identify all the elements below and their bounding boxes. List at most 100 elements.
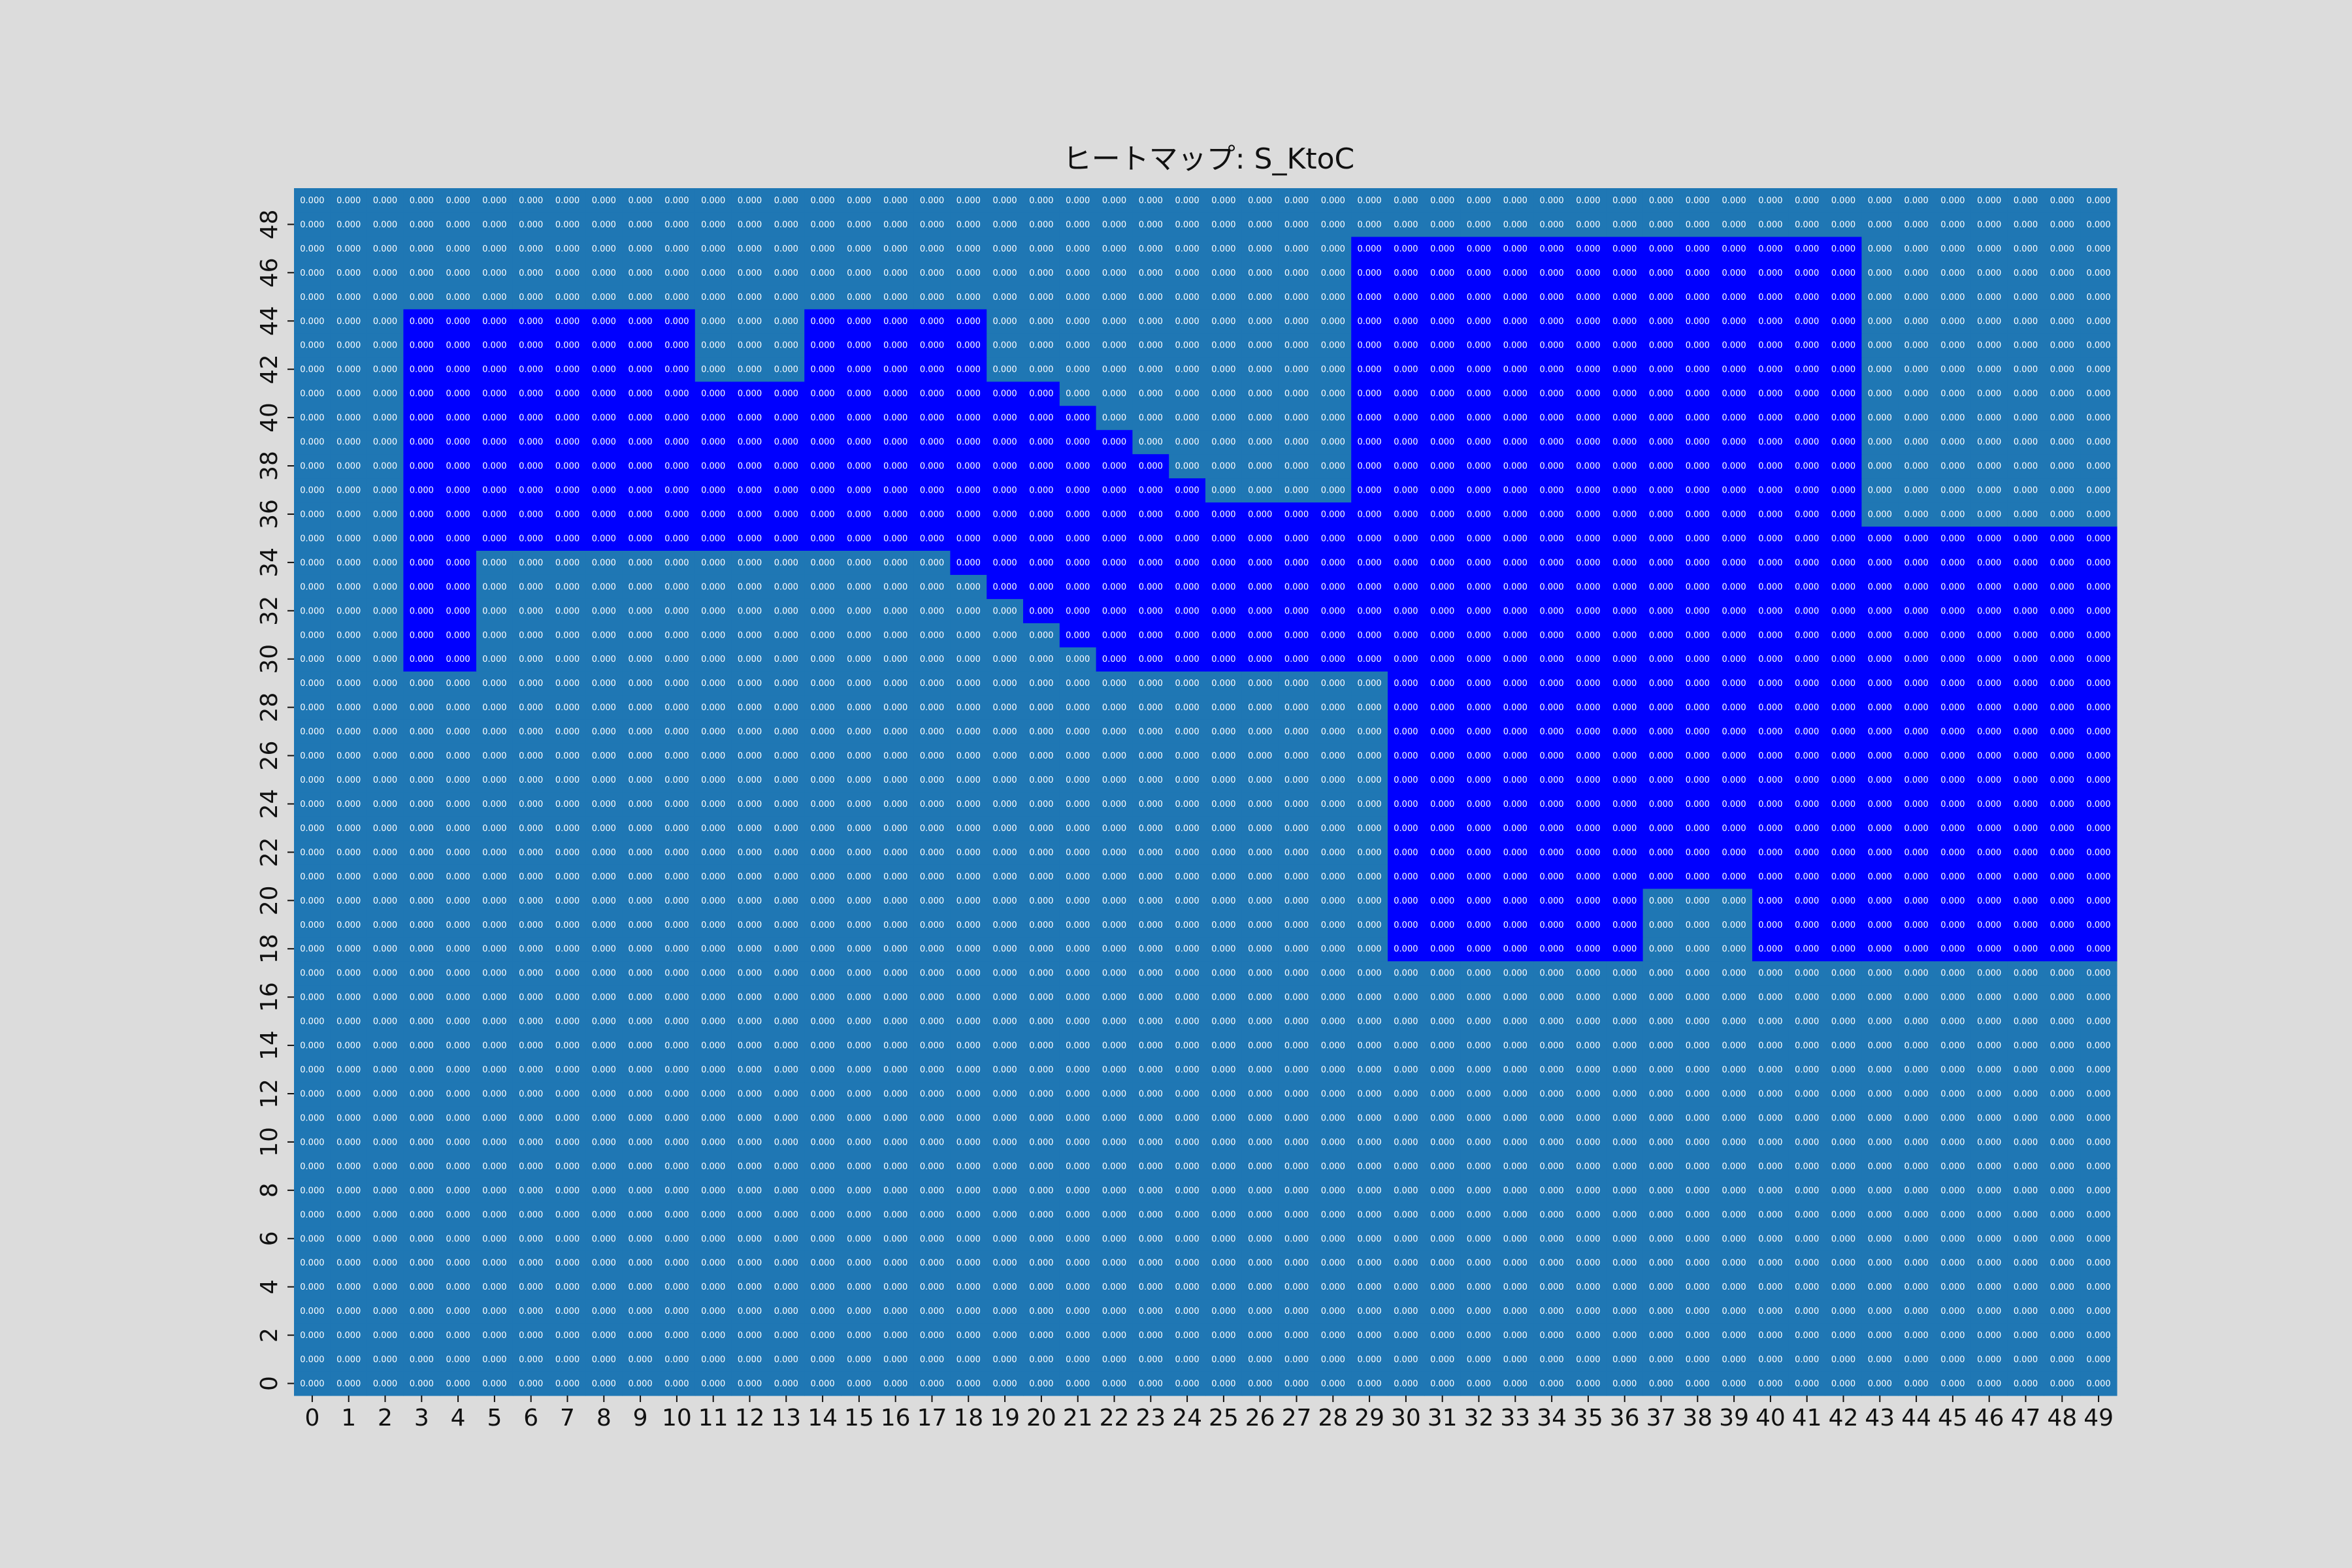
heatmap-cell — [694, 1275, 732, 1299]
heatmap-cell — [1570, 1033, 1607, 1058]
heatmap-cell-label: 0.000 — [738, 389, 762, 399]
heatmap-cell-label: 0.000 — [1686, 1066, 1710, 1075]
heatmap-cell — [1716, 1299, 1753, 1324]
heatmap-cell-label: 0.000 — [1686, 389, 1710, 399]
heatmap-cell-label: 0.000 — [810, 462, 834, 472]
heatmap-cell-label: 0.000 — [410, 486, 434, 496]
heatmap-cell — [1059, 1202, 1097, 1227]
heatmap-cell-label: 0.000 — [482, 993, 506, 1003]
heatmap-cell — [1898, 1371, 1935, 1396]
heatmap-cell-label: 0.000 — [1029, 776, 1053, 785]
heatmap-cell-label: 0.000 — [992, 679, 1017, 689]
heatmap-cell — [841, 1178, 878, 1203]
heatmap-cell-label: 0.000 — [701, 945, 725, 955]
heatmap-cell-label: 0.000 — [1649, 751, 1673, 761]
heatmap-cell-label: 0.000 — [956, 582, 981, 592]
heatmap-cell-label: 0.000 — [628, 1307, 652, 1316]
heatmap-cell — [1825, 1057, 1862, 1083]
heatmap-cell-label: 0.000 — [336, 1307, 361, 1316]
heatmap-cell-label: 0.000 — [1686, 341, 1710, 351]
heatmap-cell-label: 0.000 — [2014, 1355, 2038, 1365]
heatmap-cell-label: 0.000 — [1139, 751, 1163, 761]
heatmap-cell — [1716, 1033, 1753, 1058]
heatmap-cell-label: 0.000 — [1977, 1210, 2001, 1220]
heatmap-cell-label: 0.000 — [1539, 655, 1563, 664]
heatmap-cell — [1788, 1299, 1826, 1324]
heatmap-cell — [2044, 1081, 2081, 1107]
heatmap-cell-label: 0.000 — [555, 848, 580, 858]
heatmap-cell-label: 0.000 — [1831, 414, 1855, 423]
heatmap-cell-label: 0.000 — [1357, 1331, 1381, 1341]
heatmap-cell-label: 0.000 — [1284, 1355, 1309, 1365]
heatmap-cell-label: 0.000 — [992, 1258, 1017, 1268]
heatmap-cell-label: 0.000 — [373, 389, 397, 399]
heatmap-cell — [659, 1130, 696, 1154]
heatmap-cell-label: 0.000 — [1211, 365, 1235, 375]
heatmap-cell-label: 0.000 — [1211, 582, 1235, 592]
heatmap-cell-label: 0.000 — [992, 1066, 1017, 1075]
heatmap-cell-label: 0.000 — [1539, 1282, 1563, 1292]
heatmap-cell-label: 0.000 — [336, 220, 361, 230]
heatmap-cell-label: 0.000 — [2050, 800, 2074, 809]
heatmap-cell — [804, 1250, 841, 1275]
heatmap-cell-label: 0.000 — [956, 414, 981, 423]
heatmap-cell-label: 0.000 — [1758, 558, 1782, 568]
heatmap-cell — [1679, 1009, 1716, 1034]
heatmap-cell — [1679, 1226, 1716, 1251]
heatmap-cell-label: 0.000 — [1029, 1331, 1053, 1341]
heatmap-cell — [987, 1347, 1024, 1372]
heatmap-cell-label: 0.000 — [1430, 606, 1454, 616]
heatmap-cell — [1497, 1178, 1534, 1203]
heatmap-cell-label: 0.000 — [1868, 848, 1892, 858]
heatmap-cell-label: 0.000 — [1467, 317, 1491, 327]
heatmap-cell-label: 0.000 — [1977, 824, 2001, 834]
heatmap-cell-label: 0.000 — [1211, 1307, 1235, 1316]
heatmap-cell-label: 0.000 — [774, 1234, 798, 1244]
heatmap-cell — [1132, 1226, 1169, 1251]
heatmap-cell-label: 0.000 — [410, 510, 434, 519]
heatmap-cell-label: 0.000 — [920, 1090, 944, 1100]
heatmap-cell-label: 0.000 — [300, 196, 324, 206]
heatmap-cell-label: 0.000 — [336, 824, 361, 834]
heatmap-cell-label: 0.000 — [1576, 317, 1600, 327]
heatmap-cell-label: 0.000 — [1430, 1258, 1454, 1268]
heatmap-cell — [585, 1009, 623, 1034]
heatmap-cell-label: 0.000 — [664, 848, 689, 858]
heatmap-cell-label: 0.000 — [1539, 606, 1563, 616]
heatmap-cell — [622, 1275, 659, 1299]
heatmap-cell — [1825, 1105, 1862, 1131]
heatmap-cell-label: 0.000 — [482, 1113, 506, 1123]
heatmap-cell-label: 0.000 — [519, 534, 543, 544]
heatmap-cell-label: 0.000 — [1649, 365, 1673, 375]
heatmap-cell-label: 0.000 — [628, 1041, 652, 1051]
heatmap-cell — [585, 1323, 623, 1348]
heatmap-cell-label: 0.000 — [956, 679, 981, 689]
heatmap-cell-label: 0.000 — [1722, 293, 1746, 302]
heatmap-cell — [512, 1081, 550, 1107]
heatmap-cell-label: 0.000 — [446, 1234, 470, 1244]
heatmap-cell-label: 0.000 — [1576, 776, 1600, 785]
heatmap-cell-label: 0.000 — [1139, 872, 1163, 882]
heatmap-cell — [440, 1033, 477, 1058]
heatmap-cell-label: 0.000 — [1102, 558, 1126, 568]
heatmap-cell — [1570, 1371, 1607, 1396]
heatmap-cell-label: 0.000 — [336, 486, 361, 496]
heatmap-cell-label: 0.000 — [482, 776, 506, 785]
heatmap-cell-label: 0.000 — [810, 486, 834, 496]
heatmap-cell-label: 0.000 — [482, 848, 506, 858]
heatmap-cell-label: 0.000 — [1612, 703, 1637, 713]
heatmap-cell-label: 0.000 — [2014, 679, 2038, 689]
heatmap-cell-label: 0.000 — [628, 341, 652, 351]
heatmap-cell-label: 0.000 — [446, 824, 470, 834]
heatmap-cell — [1424, 1130, 1462, 1154]
heatmap-cell-label: 0.000 — [1758, 293, 1782, 302]
heatmap-cell-label: 0.000 — [738, 1282, 762, 1292]
heatmap-cell-label: 0.000 — [1139, 1090, 1163, 1100]
heatmap-cell-label: 0.000 — [1503, 993, 1527, 1003]
heatmap-cell-label: 0.000 — [1977, 269, 2001, 278]
heatmap-cell — [1935, 1226, 1972, 1251]
heatmap-cell — [549, 1081, 586, 1107]
heatmap-cell-label: 0.000 — [1503, 896, 1527, 906]
heatmap-cell-label: 0.000 — [1539, 486, 1563, 496]
heatmap-cell-label: 0.000 — [1868, 921, 1892, 930]
